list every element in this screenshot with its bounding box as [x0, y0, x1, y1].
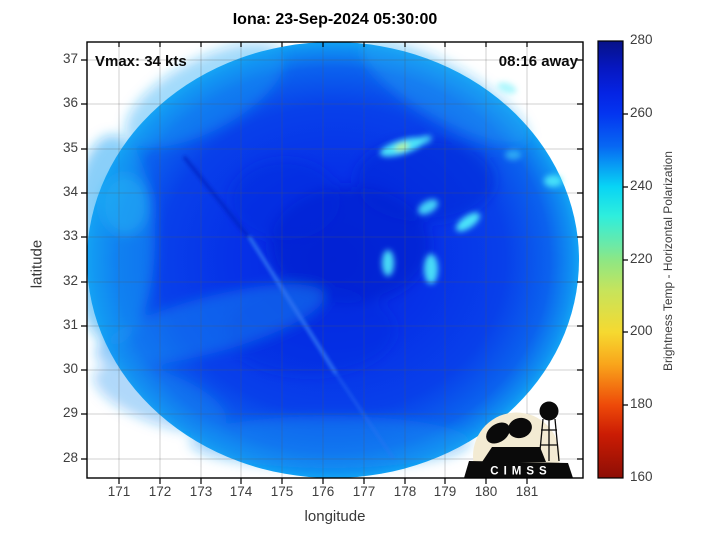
plot-title: Iona: 23-Sep-2024 05:30:00 [232, 11, 438, 28]
scan-seam-streaks [183, 156, 395, 460]
x-tick-label: 174 [229, 484, 253, 499]
cimss-logo-text: CIMSS [490, 466, 551, 478]
colorbar-tick-label: 180 [630, 396, 653, 411]
vmax-annotation: Vmax: 34 kts [95, 53, 187, 70]
colorbar-tick-label: 260 [630, 105, 653, 120]
cimss-logo: CIMSS [464, 401, 573, 478]
x-tick-label: 172 [148, 484, 172, 499]
colorbar-tick-label: 280 [630, 32, 653, 47]
y-tick-label: 37 [62, 51, 78, 66]
colorbar-tick-marks [623, 113, 628, 406]
x-tick-label: 179 [433, 484, 457, 499]
colorbar-label: Brightness Temp - Horizontal Polarizatio… [661, 151, 675, 371]
y-tick-label: 29 [62, 405, 78, 420]
colorbar-tick-label: 160 [630, 469, 653, 484]
colorbar-tick-label: 200 [630, 323, 653, 338]
x-tick-label: 171 [107, 484, 131, 499]
colorbar-tick-label: 220 [630, 251, 653, 266]
x-tick-label: 180 [474, 484, 498, 499]
y-tick-label: 34 [62, 184, 78, 199]
y-tick-label: 30 [62, 361, 78, 376]
y-tick-label: 33 [62, 228, 78, 243]
y-axis-label: latitude [28, 239, 46, 289]
y-tick-label: 35 [62, 140, 78, 155]
grid-vertical-lines [118, 42, 528, 478]
x-tick-label: 181 [515, 484, 539, 499]
y-tick-label: 31 [62, 317, 78, 332]
x-tick-label: 178 [393, 484, 417, 499]
x-tick-label: 177 [352, 484, 376, 499]
colorbar-tick-label: 240 [630, 178, 653, 193]
grid-horizontal-lines [87, 59, 583, 460]
x-tick-label: 176 [311, 484, 335, 499]
y-tick-label: 32 [62, 273, 78, 288]
axis-tick-marks [81, 42, 583, 484]
x-tick-label: 173 [189, 484, 213, 499]
y-tick-label: 36 [62, 95, 78, 110]
axes-frame [86, 41, 584, 479]
x-axis-label: longitude [304, 508, 366, 525]
time-away-annotation: 08:16 away [498, 53, 578, 70]
x-tick-label: 175 [270, 484, 294, 499]
swath-shading [87, 42, 529, 468]
y-tick-label: 28 [62, 450, 78, 465]
convective-bright-spots [379, 82, 562, 284]
colorbar [597, 40, 624, 479]
